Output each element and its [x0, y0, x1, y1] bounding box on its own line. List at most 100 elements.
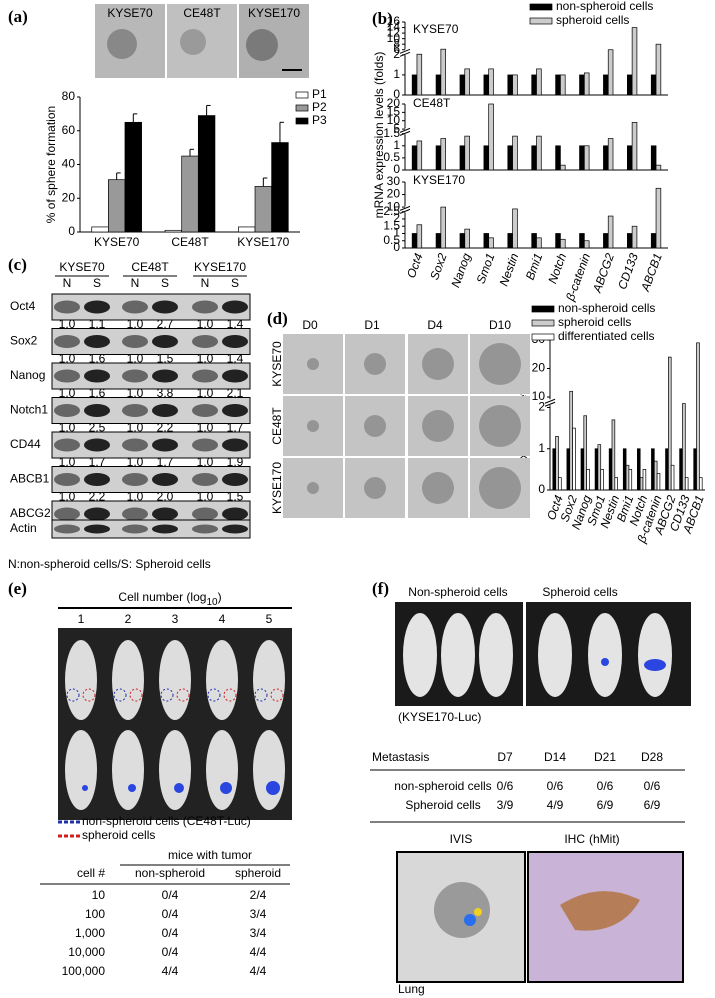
table-header: non-spheroid [135, 866, 205, 880]
signal [82, 785, 88, 791]
bar [631, 27, 638, 96]
x-tick-label: CD133 [615, 251, 641, 291]
bar [507, 145, 513, 171]
protein-label: ABCG2 [10, 506, 51, 520]
blot [51, 328, 251, 355]
axis-break [399, 205, 411, 211]
bar [459, 233, 466, 249]
bar [416, 140, 423, 171]
mouse [112, 640, 144, 720]
legend-swatch [531, 319, 555, 327]
bar [238, 226, 256, 233]
blot [51, 519, 251, 539]
band [54, 335, 80, 348]
bar [536, 68, 542, 96]
band-value: 2.2 [89, 490, 106, 504]
marker-red [176, 688, 190, 702]
bar [611, 419, 616, 491]
cell-sphere [364, 415, 386, 437]
bar [651, 448, 655, 491]
band-value: 1.0 [59, 386, 76, 400]
row-label: KYSE70 [270, 341, 284, 387]
bar [507, 74, 513, 96]
bar [488, 68, 494, 96]
band-value: 1.5 [157, 352, 174, 366]
legend-swatch [529, 3, 553, 11]
marker-blue [207, 688, 221, 702]
table-cell: 3/9 [497, 798, 514, 812]
y-tick-label: 8 [393, 36, 400, 50]
bar [507, 233, 513, 249]
y-tick-label: 0 [68, 224, 75, 238]
bar [536, 237, 542, 249]
bar [411, 145, 418, 171]
bar [197, 115, 216, 233]
cell-sphere [307, 420, 319, 432]
table-group: mice with tumor [168, 848, 252, 862]
legend-label: spheroid cells [82, 828, 155, 842]
bar [627, 145, 633, 171]
y-tick-label: 20 [387, 96, 401, 110]
band [152, 404, 178, 417]
table-header: cell # [77, 866, 105, 880]
cell-sphere [307, 482, 319, 494]
band [122, 300, 148, 314]
bar [631, 122, 638, 171]
bar [483, 74, 490, 96]
y-axis-label: % of sphere formation [44, 106, 58, 223]
row-label: CE48T [270, 407, 284, 445]
bar [655, 164, 662, 171]
cell-sphere [364, 353, 386, 375]
band-value: 1.4 [227, 352, 244, 366]
table-header: D14 [544, 750, 566, 764]
bar [572, 427, 576, 491]
bar [583, 145, 590, 171]
y-tick-label: 6 [393, 42, 400, 56]
bar [656, 473, 661, 491]
band [54, 524, 80, 534]
x-tick-label: Oct4 [404, 251, 426, 280]
day-label: D0 [302, 318, 318, 332]
bar [580, 448, 585, 491]
band-value: 1.0 [59, 455, 76, 469]
y-tick-label: 10 [387, 113, 401, 127]
group-label: CE48T [131, 260, 169, 274]
bar [603, 74, 609, 96]
day-label: D10 [489, 318, 511, 332]
caption: (KYSE170-Luc) [398, 710, 481, 724]
band [192, 507, 218, 521]
band [222, 438, 248, 452]
blot [51, 397, 251, 424]
bar [579, 145, 585, 171]
y-tick-label: 10 [387, 199, 401, 213]
signal [266, 781, 280, 795]
band [84, 404, 110, 417]
band [122, 507, 148, 521]
y-tick-label: 30 [387, 174, 401, 188]
signal [220, 782, 232, 794]
mouse [403, 613, 437, 697]
band-value: 1.0 [197, 317, 214, 331]
blot [51, 362, 251, 390]
bar [653, 460, 658, 491]
band [152, 438, 178, 452]
table-header: spheroid [235, 866, 281, 880]
band-value: 1.0 [127, 317, 144, 331]
bar [679, 448, 683, 491]
axis-break [400, 128, 410, 135]
mouse [538, 613, 572, 697]
bar [583, 415, 587, 491]
cell-sphere [307, 358, 319, 370]
band [122, 404, 148, 417]
bar [655, 43, 662, 96]
band [192, 369, 218, 383]
band [122, 438, 148, 452]
bar [435, 145, 442, 171]
y-tick-label: 1 [393, 138, 400, 152]
cell-sphere [479, 343, 521, 385]
band-value: 1.0 [127, 386, 144, 400]
y-tick-label: 60 [62, 123, 76, 137]
bar [642, 469, 647, 491]
lane-label: S [93, 276, 101, 290]
legend-label: spheroid cells [556, 13, 629, 27]
